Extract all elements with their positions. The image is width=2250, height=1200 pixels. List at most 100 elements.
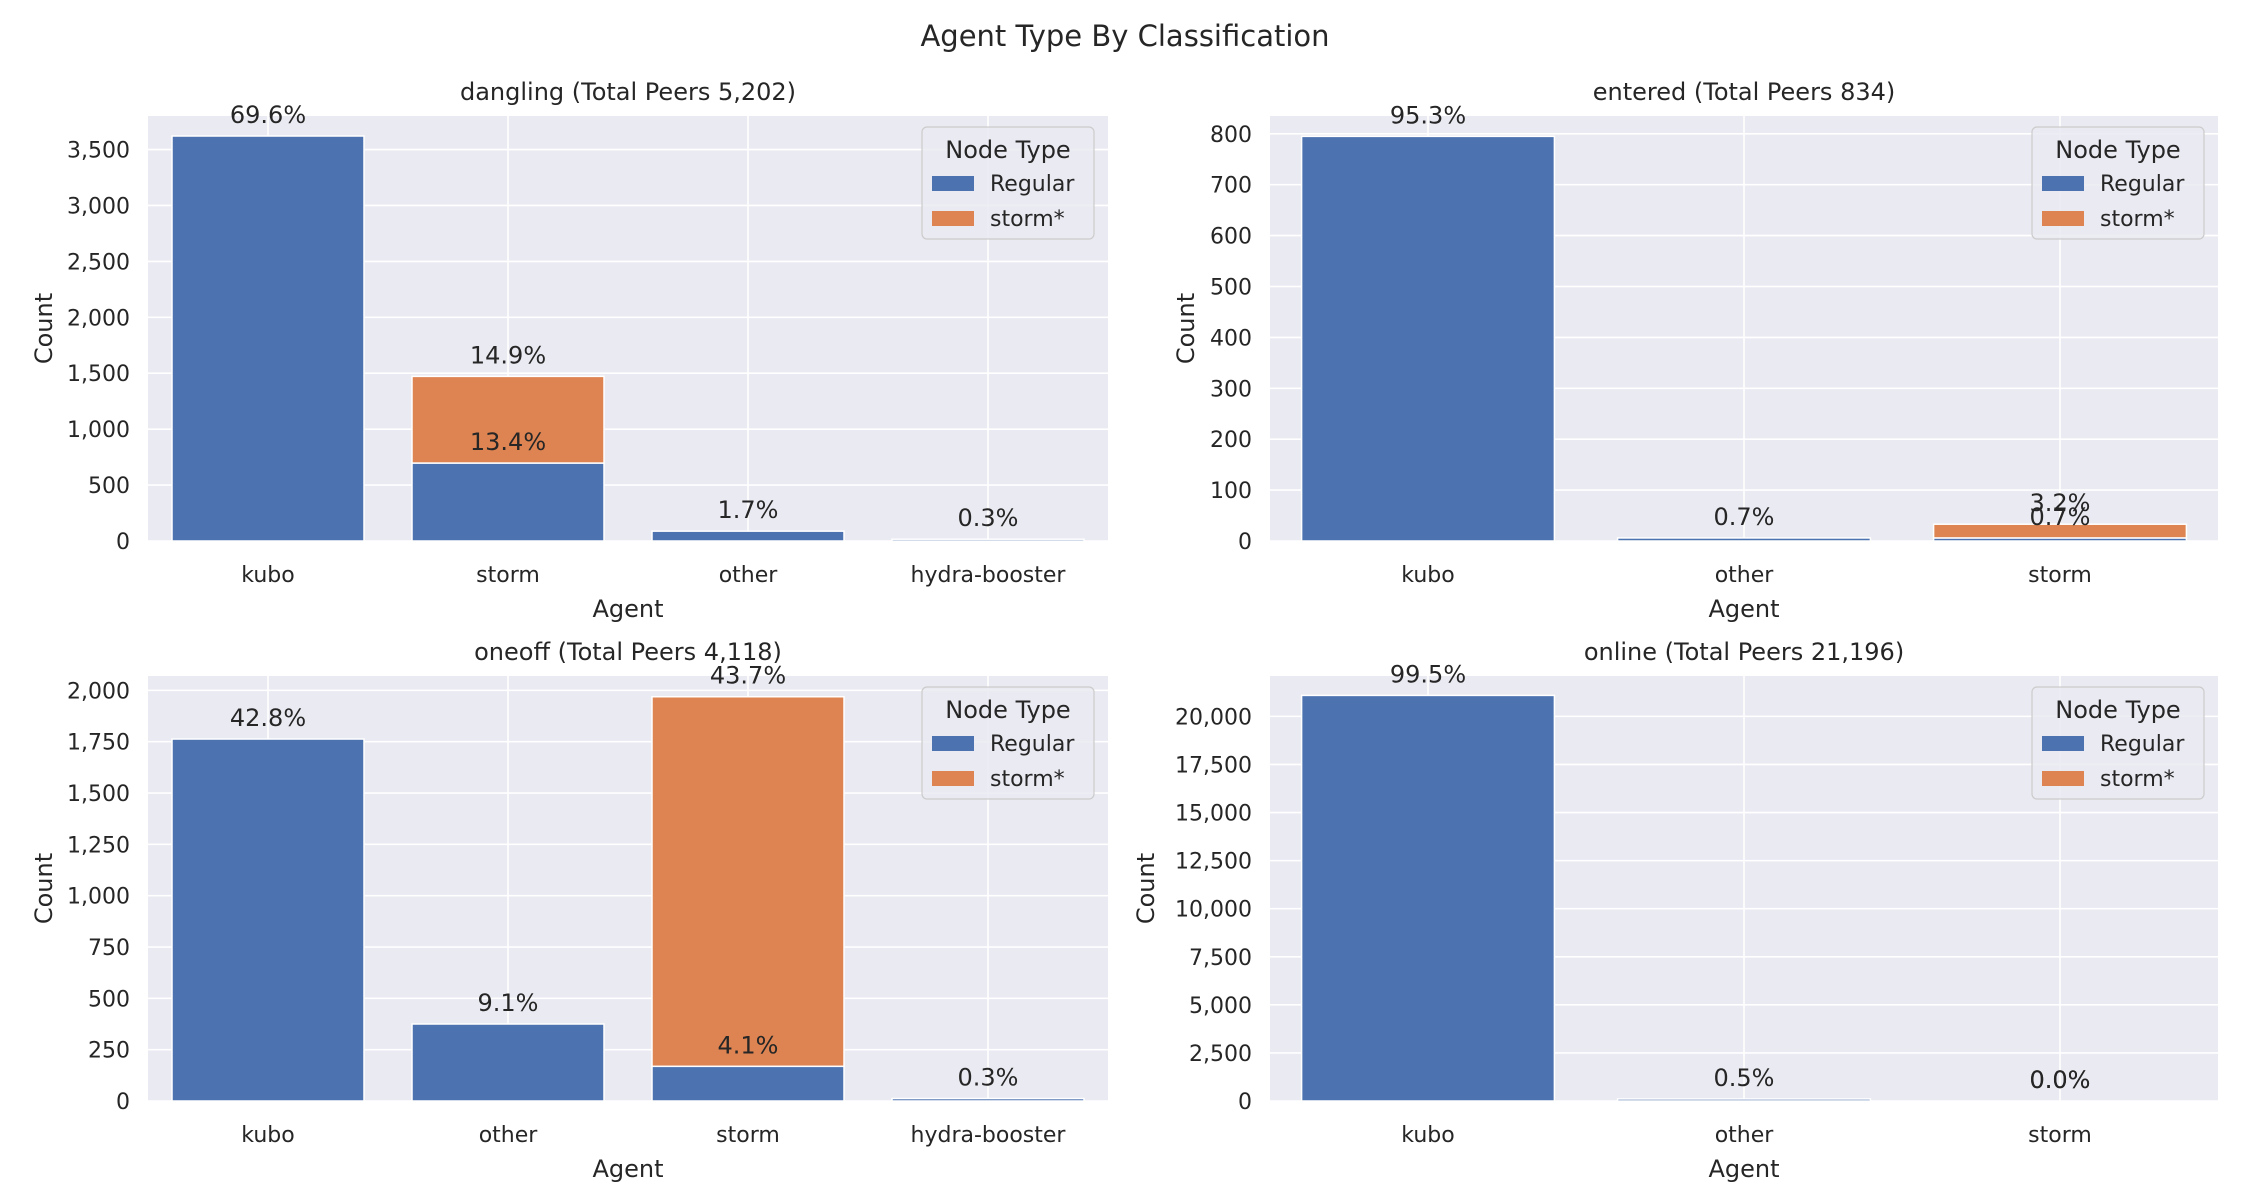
y-tick-label: 12,500 [1175, 850, 1252, 875]
legend-swatch-storm [2042, 211, 2084, 226]
bar-annotation: 0.0% [2030, 1066, 2091, 1094]
legend-label: Regular [2100, 732, 2185, 757]
bar-Regular-hydra-booster [891, 1097, 1085, 1102]
bar-Regular-other [1616, 1098, 1872, 1102]
y-tick-label: 20,000 [1175, 705, 1252, 730]
panel-title: entered (Total Peers 834) [1593, 78, 1895, 106]
legend-swatch-Regular [2042, 176, 2084, 191]
legend: Node Type Regular storm* [921, 126, 1095, 240]
x-tick-label: storm [2028, 563, 2092, 588]
x-tick-label: kubo [1401, 563, 1454, 588]
bar-annotation: 3.2% [2030, 489, 2091, 517]
x-axis-label: Agent [592, 1155, 663, 1183]
bar-Regular-kubo [171, 738, 365, 1102]
bar-annotation: 42.8% [230, 704, 306, 732]
bar-Regular-storm [411, 462, 605, 542]
y-tick-label: 200 [1210, 428, 1252, 453]
y-tick-label: 100 [1210, 479, 1252, 504]
legend: Node Type Regular storm* [2031, 126, 2205, 240]
legend-swatch-storm [2042, 771, 2084, 786]
legend-label: Regular [2100, 172, 2185, 197]
chart-panel-online: 0 2,500 5,000 7,500 10,000 12,500 15,000 17,500… [1132, 638, 2218, 1183]
bar-Regular-other [651, 530, 845, 542]
legend-swatch-Regular [932, 176, 974, 191]
bar-annotation: 0.7% [2030, 503, 2091, 531]
bar-annotation: 0.5% [1714, 1064, 1775, 1092]
y-tick-label: 1,500 [67, 782, 130, 807]
x-tick-label: kubo [1401, 1123, 1454, 1148]
legend-title: Node Type [2055, 696, 2180, 724]
bar-Regular-kubo [171, 135, 365, 542]
y-tick-label: 2,000 [67, 306, 130, 331]
y-tick-label: 750 [88, 936, 130, 961]
y-tick-label: 1,750 [67, 731, 130, 756]
x-tick-label: kubo [241, 563, 294, 588]
y-tick-label: 3,500 [67, 139, 130, 164]
y-tick-label: 10,000 [1175, 898, 1252, 923]
bar-annotation: 13.4% [470, 428, 546, 456]
bar-annotation: 43.7% [710, 662, 786, 690]
x-tick-label: hydra-booster [911, 1123, 1067, 1148]
x-tick-label: other [719, 563, 779, 588]
bar-annotation: 1.7% [718, 496, 779, 524]
y-tick-label: 800 [1210, 123, 1252, 148]
legend-swatch-Regular [2042, 736, 2084, 751]
bar-Regular-other [1616, 537, 1872, 542]
bar-annotation: 14.9% [470, 341, 546, 369]
x-tick-label: other [1715, 1123, 1775, 1148]
bar-Regular-hydra-booster [891, 538, 1085, 542]
y-tick-label: 7,500 [1189, 946, 1252, 971]
legend-label: storm* [990, 767, 1065, 792]
bar-storm-storm [411, 375, 605, 464]
y-tick-label: 1,500 [67, 362, 130, 387]
panel-title: dangling (Total Peers 5,202) [460, 78, 796, 106]
y-tick-label: 0 [116, 530, 130, 555]
y-axis-label: Count [1132, 853, 1160, 924]
legend-label: Regular [990, 172, 1075, 197]
bar-Regular-kubo [1300, 694, 1556, 1102]
legend-title: Node Type [945, 136, 1070, 164]
y-tick-label: 5,000 [1189, 994, 1252, 1019]
x-axis-label: Agent [1708, 595, 1779, 623]
chart-panel-oneoff: 0 250 500 750 1,000 1,250 1,500 1,750 2,000 kubo o… [30, 638, 1108, 1183]
x-tick-label: hydra-booster [911, 563, 1067, 588]
bar-annotation: 95.3% [1390, 101, 1466, 129]
y-tick-label: 0 [1238, 1090, 1252, 1115]
y-tick-label: 300 [1210, 377, 1252, 402]
panel-title: oneoff (Total Peers 4,118) [474, 638, 782, 666]
bar-annotation: 0.3% [958, 504, 1019, 532]
x-tick-label: other [479, 1123, 539, 1148]
y-tick-label: 3,000 [67, 194, 130, 219]
legend: Node Type Regular storm* [2031, 686, 2205, 800]
x-tick-label: kubo [241, 1123, 294, 1148]
y-tick-label: 1,000 [67, 885, 130, 910]
chart-panel-entered: 0 100 200 300 400 500 600 700 800 kubo other storm 9… [1172, 78, 2218, 623]
bar-annotation: 0.3% [958, 1064, 1019, 1092]
bar-storm-storm [1932, 523, 2188, 539]
bar-Regular-storm [651, 1065, 845, 1102]
y-tick-label: 500 [1210, 276, 1252, 301]
figure-title: Agent Type By Classification [920, 19, 1329, 53]
bar-annotation: 9.1% [478, 989, 539, 1017]
x-tick-label: storm [716, 1123, 780, 1148]
legend-title: Node Type [945, 696, 1070, 724]
bar-annotation: 69.6% [230, 101, 306, 129]
bar-storm-storm [651, 695, 845, 1068]
bar-annotation: 0.7% [1714, 503, 1775, 531]
y-tick-label: 700 [1210, 174, 1252, 199]
y-axis-label: Count [30, 293, 58, 364]
legend-swatch-storm [932, 211, 974, 226]
legend-title: Node Type [2055, 136, 2180, 164]
legend-label: storm* [2100, 207, 2175, 232]
x-tick-label: storm [2028, 1123, 2092, 1148]
bar-annotation: 4.1% [718, 1031, 779, 1059]
y-tick-label: 2,000 [67, 679, 130, 704]
panel-title: online (Total Peers 21,196) [1584, 638, 1904, 666]
x-tick-label: other [1715, 563, 1775, 588]
bar-annotation: 99.5% [1390, 660, 1466, 688]
legend-swatch-Regular [932, 736, 974, 751]
y-tick-label: 15,000 [1175, 802, 1252, 827]
y-axis-label: Count [1172, 293, 1200, 364]
x-axis-label: Agent [592, 595, 663, 623]
